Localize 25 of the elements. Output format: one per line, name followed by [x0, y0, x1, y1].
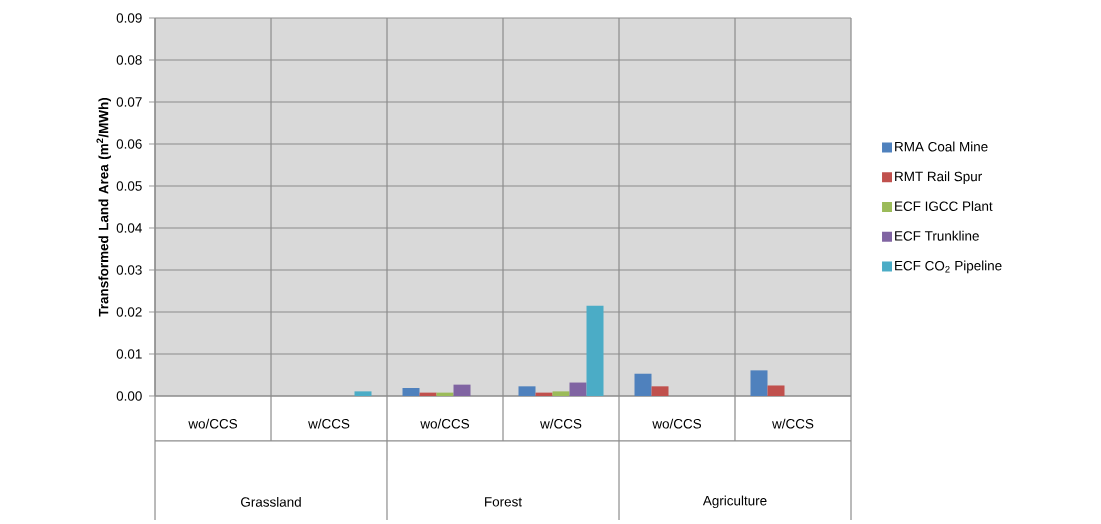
legend-label: ECF IGCC Plant	[895, 201, 993, 211]
y-axis-title: Transformed Land Area (m$^{2}$/MWh)	[96, 97, 111, 317]
x-tick-label: w/CCS	[540, 418, 582, 429]
y-tick-label: 0.03	[116, 265, 142, 275]
x-tick-label: wo/CCS	[652, 418, 702, 429]
text: Grassland	[241, 496, 301, 507]
y-tick-label: 0.07	[116, 97, 142, 107]
y-tick-label: 0.01	[116, 349, 142, 359]
legend-label: RMA Coal Mine	[895, 141, 988, 152]
legend-label: ECF Trunkline	[895, 230, 979, 241]
x-tick-label: wo/CCS	[420, 418, 470, 429]
x-tick-label: wo/CCS	[188, 418, 238, 429]
y-tick-label: 0.02	[116, 307, 142, 317]
y-tick-label: 0.00	[116, 391, 142, 401]
y-tick-label: 0.06	[116, 139, 142, 149]
y-tick-label: 0.09	[116, 13, 142, 23]
x-tick-label: w/CCS	[308, 418, 350, 429]
text: Forest	[485, 497, 522, 507]
y-tick-label: 0.08	[116, 55, 142, 65]
x-tick-label: w/CCS	[772, 418, 814, 429]
y-tick-label: 0.04	[116, 223, 142, 233]
y-tick-label: 0.05	[116, 181, 142, 191]
text: Agriculture	[702, 495, 767, 509]
legend-label: ECF CO$_{2}$ Pipeline	[895, 260, 1002, 274]
legend-label: RMT Rail Spur	[895, 171, 982, 184]
